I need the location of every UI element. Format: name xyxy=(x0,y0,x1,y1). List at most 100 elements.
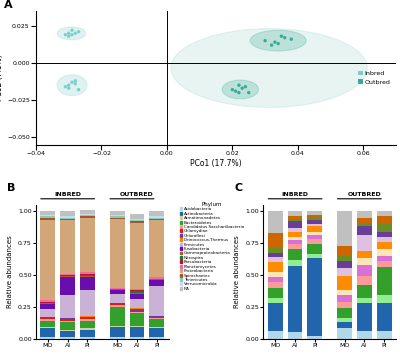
Bar xyxy=(337,246,352,256)
Point xyxy=(232,88,239,94)
Bar xyxy=(288,249,302,260)
Legend: Inbred, Outbred: Inbred, Outbred xyxy=(356,68,393,87)
Bar xyxy=(377,237,392,242)
Bar xyxy=(110,294,124,303)
Bar xyxy=(337,261,352,269)
Bar xyxy=(80,328,95,330)
Bar xyxy=(308,244,322,254)
Point xyxy=(62,32,69,37)
Bar xyxy=(268,211,283,233)
Point xyxy=(229,87,236,92)
Bar xyxy=(149,320,164,327)
Bar xyxy=(110,216,124,218)
Bar xyxy=(40,303,55,304)
Bar xyxy=(357,226,372,236)
Point xyxy=(62,84,69,90)
Bar xyxy=(308,215,322,218)
Bar xyxy=(40,211,55,215)
Bar xyxy=(80,277,95,290)
Bar xyxy=(308,218,322,220)
Y-axis label: Relative abundances: Relative abundances xyxy=(6,235,12,308)
Text: OUTBRED: OUTBRED xyxy=(348,193,381,197)
Bar xyxy=(288,232,302,237)
Bar xyxy=(288,266,302,332)
Bar xyxy=(130,310,144,312)
Bar xyxy=(149,216,164,218)
Point xyxy=(246,90,252,95)
Point xyxy=(288,36,294,42)
Bar xyxy=(110,305,124,307)
Bar xyxy=(288,211,302,216)
Bar xyxy=(110,326,124,327)
Bar xyxy=(357,285,372,298)
Bar xyxy=(130,313,144,326)
Bar xyxy=(130,326,144,327)
Bar xyxy=(149,317,164,318)
Bar xyxy=(80,316,95,317)
Bar xyxy=(130,312,144,313)
Bar xyxy=(337,295,352,302)
Bar xyxy=(288,221,302,228)
Bar xyxy=(357,258,372,265)
Bar xyxy=(377,211,392,216)
Point xyxy=(278,33,285,39)
Bar xyxy=(149,220,164,277)
Bar xyxy=(268,233,283,248)
Y-axis label: Relative abundances: Relative abundances xyxy=(234,235,240,308)
Bar xyxy=(130,221,144,223)
Ellipse shape xyxy=(57,75,87,96)
Bar xyxy=(337,269,352,276)
Bar xyxy=(80,275,95,276)
Bar xyxy=(377,232,392,237)
Bar xyxy=(80,215,95,216)
Bar xyxy=(60,211,75,216)
Bar xyxy=(60,295,75,318)
Point xyxy=(275,41,281,47)
Bar xyxy=(268,253,283,257)
Bar xyxy=(130,220,144,221)
Bar xyxy=(149,211,164,216)
Bar xyxy=(377,256,392,261)
Bar xyxy=(110,307,124,326)
Bar xyxy=(110,337,124,339)
Text: INBRED: INBRED xyxy=(282,193,308,197)
Point xyxy=(268,42,275,48)
Bar xyxy=(149,318,164,320)
Bar xyxy=(288,244,302,249)
Bar xyxy=(40,215,55,216)
Bar xyxy=(80,337,95,339)
Bar xyxy=(337,318,352,322)
Bar xyxy=(268,257,283,262)
Bar xyxy=(130,223,144,289)
Ellipse shape xyxy=(250,30,306,51)
Bar xyxy=(40,300,55,302)
Bar xyxy=(149,279,164,280)
Bar xyxy=(130,337,144,339)
Point xyxy=(272,39,278,45)
Bar xyxy=(337,302,352,308)
Bar xyxy=(268,262,283,272)
Point xyxy=(282,35,288,40)
Bar xyxy=(80,218,95,272)
Point xyxy=(75,29,82,35)
Bar xyxy=(308,232,322,236)
Bar xyxy=(357,211,372,218)
Bar xyxy=(288,260,302,266)
Bar xyxy=(377,249,392,256)
Point xyxy=(66,82,72,88)
Bar xyxy=(149,280,164,286)
Point xyxy=(72,81,78,87)
Bar xyxy=(268,331,283,339)
Bar xyxy=(130,309,144,310)
Bar xyxy=(40,302,55,303)
Bar xyxy=(288,216,302,219)
Bar xyxy=(308,236,322,239)
Bar xyxy=(377,295,392,303)
Bar xyxy=(80,276,95,277)
Bar xyxy=(377,261,392,267)
Bar xyxy=(308,224,322,226)
Bar xyxy=(80,318,95,320)
Bar xyxy=(149,328,164,337)
Point xyxy=(236,90,242,95)
Bar xyxy=(60,274,75,275)
